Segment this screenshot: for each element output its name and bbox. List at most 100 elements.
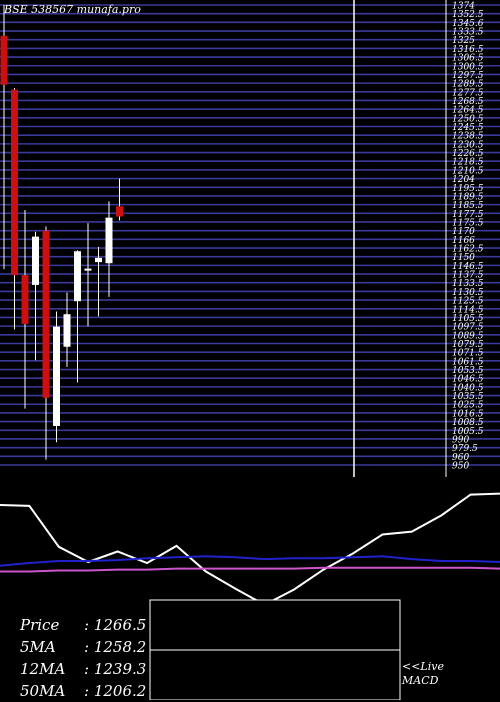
live-macd-label: <<Live MACD <box>402 660 444 688</box>
y-tick-label: 1130.5 <box>452 288 484 298</box>
y-tick-label: 1146.5 <box>452 262 484 272</box>
y-tick-label: 1230.5 <box>452 140 484 150</box>
stat-label: Price <box>20 616 60 634</box>
y-tick-label: 990 <box>452 435 469 445</box>
candle <box>42 226 50 460</box>
y-tick-label: 1170 <box>452 227 475 237</box>
y-tick-label: 1133.5 <box>452 279 484 289</box>
y-tick-label: 1306.5 <box>452 54 484 64</box>
y-tick-label: 1035.5 <box>452 392 484 402</box>
stat-5ma: 5MA: 1258.2 <box>20 638 147 656</box>
y-tick-label: 1125.5 <box>452 297 484 307</box>
candles <box>0 5 123 460</box>
candle <box>53 311 60 443</box>
candle <box>95 246 102 317</box>
y-tick-label: 1264.5 <box>452 106 484 116</box>
y-tick-label: 1268.5 <box>452 97 484 107</box>
stat-50ma: 50MA: 1206.2 <box>20 682 147 700</box>
y-tick-label: 1053.5 <box>452 366 484 376</box>
candle-body <box>105 217 113 264</box>
y-tick-label: 979.5 <box>452 444 478 454</box>
candle-body <box>63 314 71 347</box>
stat-value: 1258.2 <box>93 638 147 656</box>
stat-label: 12MA <box>20 660 66 678</box>
y-tick-label: 1218.5 <box>452 158 484 168</box>
live-label-line: <<Live <box>402 660 444 673</box>
macd-series-line <box>0 492 500 606</box>
y-tick-label: 1046.5 <box>452 375 484 385</box>
candle <box>32 231 39 361</box>
candle-body <box>84 268 92 271</box>
y-tick-label: 1226.5 <box>452 149 484 159</box>
candle <box>63 292 71 367</box>
candle <box>11 87 18 330</box>
y-tick-label: 1345.6 <box>452 19 484 29</box>
candle-body <box>74 251 81 302</box>
price-panel <box>0 0 500 477</box>
y-tick-label: 1333.5 <box>452 28 484 38</box>
candle-body <box>21 275 29 324</box>
candle-body <box>116 206 123 217</box>
y-tick-label: 1089.5 <box>452 331 484 341</box>
y-tick-label: 1189.5 <box>452 192 484 202</box>
y-tick-label: 1040.5 <box>452 383 484 393</box>
y-tick-label: 1150 <box>452 253 475 263</box>
y-tick-label: 1297.5 <box>452 71 484 81</box>
stat-label: 5MA <box>20 638 56 656</box>
candle <box>74 250 81 383</box>
stat-12ma: 12MA: 1239.3 <box>20 660 147 678</box>
stat-value: 1206.2 <box>93 682 147 700</box>
macd-series-line <box>0 555 500 567</box>
y-tick-label: 960 <box>452 453 469 463</box>
y-tick-label: 1079.5 <box>452 340 484 350</box>
y-tick-label: 1071.5 <box>452 349 484 359</box>
y-tick-label: 1185.5 <box>452 201 484 211</box>
y-tick-label: 1008.5 <box>452 418 484 428</box>
y-tick-label: 1175.5 <box>452 218 484 228</box>
y-tick-label: 1250.5 <box>452 114 484 124</box>
y-tick-label: 1005.5 <box>452 427 484 437</box>
y-tick-label: 1210.5 <box>452 166 484 176</box>
y-tick-label: 1097.5 <box>452 323 484 333</box>
y-tick-label: 1162.5 <box>452 245 484 255</box>
candle <box>105 201 113 297</box>
y-tick-label: 1166 <box>452 236 475 246</box>
candle <box>0 5 8 270</box>
y-tick-label: 1316.5 <box>452 45 484 55</box>
y-tick-label: 1114.5 <box>452 305 484 315</box>
candle <box>84 223 92 327</box>
candle-body <box>11 89 18 276</box>
stat-label: 50MA <box>20 682 66 700</box>
macd-label-line: MACD <box>402 674 439 687</box>
candle <box>116 178 123 221</box>
y-tick-label: 950 <box>452 462 469 472</box>
stat-price: Price: 1266.5 <box>20 616 147 634</box>
y-axis-labels: 13741352.51345.61333.513251316.51306.513… <box>452 2 484 472</box>
y-tick-label: 1325 <box>452 36 475 46</box>
y-tick-label: 1277.5 <box>452 88 484 98</box>
y-tick-label: 1016.5 <box>452 409 484 419</box>
y-tick-label: 1204 <box>452 175 475 185</box>
stat-value: 1266.5 <box>93 616 147 634</box>
y-tick-label: 1245.5 <box>452 123 484 133</box>
y-tick-label: 1061.5 <box>452 357 484 367</box>
y-tick-label: 1137.5 <box>452 271 484 281</box>
candle-body <box>95 257 102 263</box>
y-tick-label: 1374 <box>452 2 475 12</box>
stats-panel: Price: 1266.5 5MA: 1258.2 12MA: 1239.3 5… <box>20 614 146 702</box>
y-tick-label: 1105.5 <box>452 314 484 324</box>
macd-lines <box>0 492 500 606</box>
stat-value: 1239.3 <box>93 660 147 678</box>
candle-body <box>0 35 8 85</box>
y-tick-label: 1025.5 <box>452 401 484 411</box>
candle-body <box>32 236 39 285</box>
y-tick-label: 1238.5 <box>452 132 484 142</box>
chart-title: BSE 538567 munafa.pro <box>4 3 141 16</box>
y-tick-label: 1195.5 <box>452 184 484 194</box>
gridlines <box>0 0 500 477</box>
y-tick-label: 1300.5 <box>452 62 484 72</box>
candle <box>21 210 29 409</box>
candle-body <box>42 230 50 398</box>
y-tick-label: 1177.5 <box>452 210 484 220</box>
